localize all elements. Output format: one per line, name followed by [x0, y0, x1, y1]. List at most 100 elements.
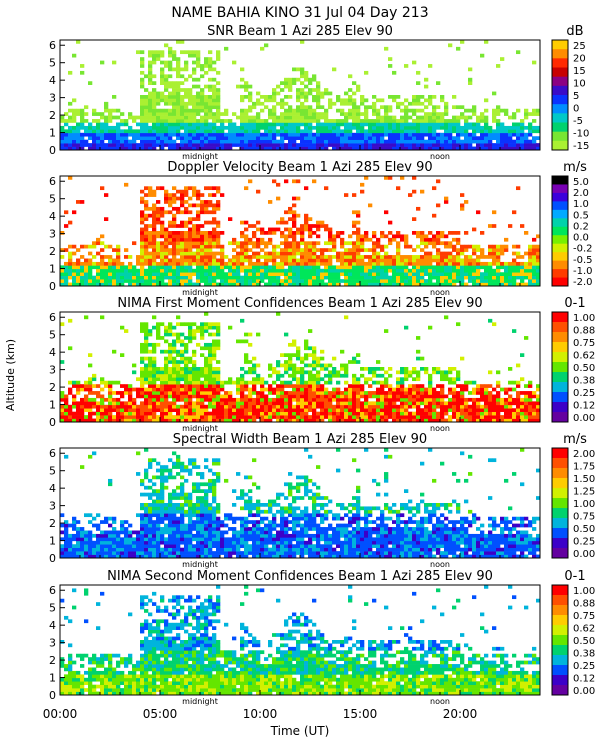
heatmap-cell: [152, 132, 157, 137]
colorbar-swatch: [552, 140, 568, 151]
heatmap-cell: [144, 248, 149, 252]
heatmap-cell: [396, 129, 401, 134]
heatmap-cell: [176, 40, 181, 44]
heatmap-cell: [140, 394, 145, 399]
heatmap-cell: [200, 380, 205, 385]
heatmap-cell: [124, 411, 129, 416]
heatmap-cell: [420, 282, 425, 287]
heatmap-cell: [136, 255, 141, 259]
heatmap-cell: [156, 220, 161, 225]
heatmap-cell: [68, 415, 73, 419]
heatmap-cell: [276, 244, 281, 249]
heatmap-cell: [480, 136, 485, 140]
heatmap-cell: [416, 258, 421, 263]
heatmap-cell: [272, 227, 277, 232]
heatmap-cell: [372, 108, 377, 113]
heatmap-cell: [284, 411, 289, 416]
heatmap-cell: [168, 248, 173, 252]
heatmap-cell: [424, 143, 429, 147]
heatmap-cell: [380, 268, 385, 273]
heatmap-cell: [164, 329, 169, 333]
heatmap-cell: [300, 70, 305, 75]
heatmap-cell: [408, 255, 413, 259]
heatmap-cell: [356, 265, 361, 270]
heatmap-cell: [304, 391, 309, 395]
heatmap-cell: [360, 401, 365, 406]
heatmap-cell: [460, 275, 465, 280]
heatmap-cell: [220, 119, 225, 123]
heatmap-cell: [292, 146, 297, 151]
heatmap-cell: [320, 224, 325, 228]
heatmap-cell: [108, 258, 113, 263]
heatmap-cell: [60, 125, 65, 130]
heatmap-cell: [256, 101, 261, 106]
heatmap-cell: [160, 248, 165, 252]
heatmap-cell: [136, 258, 141, 263]
heatmap-cell: [332, 265, 337, 270]
heatmap-cell: [504, 268, 509, 273]
heatmap-cell: [176, 391, 181, 395]
heatmap-cell: [184, 282, 189, 287]
heatmap-cell: [292, 282, 297, 287]
heatmap-cell: [164, 332, 169, 337]
heatmap-cell: [376, 401, 381, 406]
heatmap-cell: [316, 88, 321, 92]
heatmap-cell: [100, 387, 105, 392]
colorbar-unit: dB: [566, 24, 583, 39]
heatmap-cell: [336, 408, 341, 412]
heatmap-cell: [244, 241, 249, 246]
heatmap-cell: [160, 132, 165, 137]
heatmap-cell: [456, 272, 461, 276]
heatmap-cell: [204, 272, 209, 276]
heatmap-cell: [172, 360, 177, 364]
heatmap-cell: [356, 241, 361, 246]
heatmap-cell: [412, 397, 417, 402]
heatmap-cell: [236, 255, 241, 259]
heatmap-cell: [216, 50, 221, 55]
heatmap-cell: [380, 265, 385, 270]
heatmap-cell: [516, 268, 521, 273]
heatmap-cell: [104, 136, 109, 140]
heatmap-cell: [180, 139, 185, 144]
colorbar-swatch: [552, 184, 568, 194]
heatmap-cell: [92, 129, 97, 134]
heatmap-cell: [360, 182, 365, 187]
heatmap-cell: [340, 108, 345, 113]
heatmap-cell: [440, 411, 445, 416]
heatmap-cell: [356, 139, 361, 144]
heatmap-cell: [164, 258, 169, 263]
heatmap-cell: [272, 91, 277, 96]
heatmap-cell: [452, 244, 457, 249]
heatmap-cell: [128, 415, 133, 419]
heatmap-cell: [264, 95, 269, 99]
heatmap-cell: [180, 356, 185, 361]
heatmap-cell: [80, 200, 85, 204]
heatmap-cell: [60, 136, 65, 140]
heatmap-cell: [376, 125, 381, 130]
heatmap-cell: [360, 234, 365, 239]
heatmap-cell: [444, 255, 449, 259]
heatmap-cell: [512, 132, 517, 137]
heatmap-cell: [236, 401, 241, 406]
heatmap-cell: [192, 255, 197, 259]
colorbar-swatch: [552, 243, 568, 253]
heatmap-cell: [208, 404, 213, 409]
heatmap-cell: [448, 132, 453, 137]
heatmap-cell: [144, 108, 149, 113]
heatmap-cell: [304, 125, 309, 130]
heatmap-cell: [224, 112, 229, 116]
heatmap-cell: [372, 272, 377, 276]
heatmap-cell: [508, 265, 513, 270]
heatmap-cell: [424, 125, 429, 130]
heatmap-cell: [176, 415, 181, 419]
heatmap-cell: [276, 272, 281, 276]
heatmap-cell: [384, 415, 389, 419]
heatmap-cell: [452, 397, 457, 402]
heatmap-cell: [528, 265, 533, 270]
heatmap-cell: [152, 139, 157, 144]
heatmap-cell: [392, 255, 397, 259]
heatmap-cell: [480, 115, 485, 120]
heatmap-cell: [436, 241, 441, 246]
heatmap-cell: [356, 384, 361, 388]
heatmap-cell: [152, 268, 157, 273]
